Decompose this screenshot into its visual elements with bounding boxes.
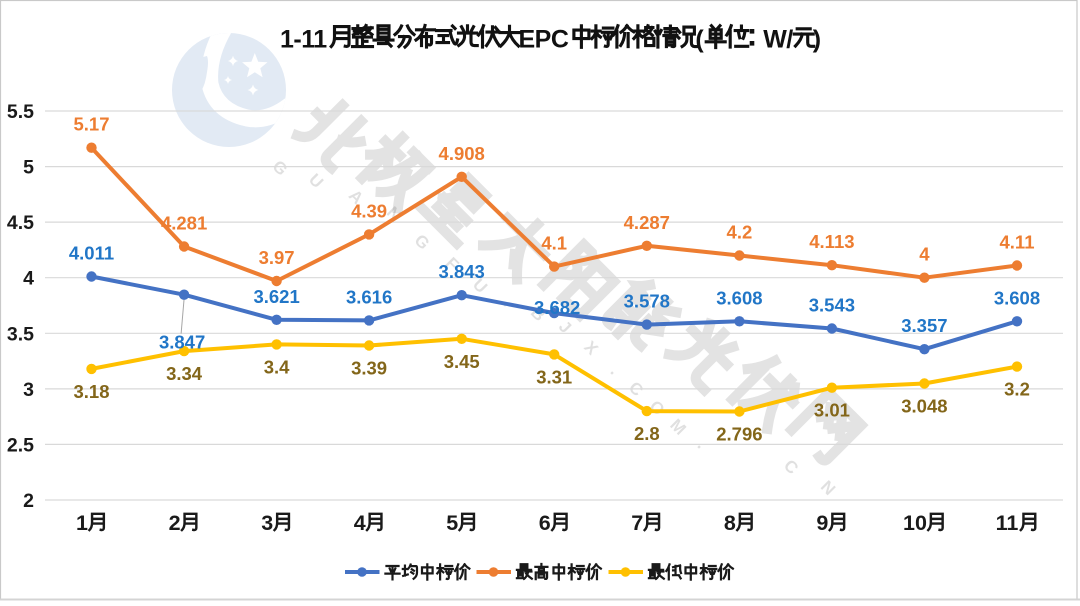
svg-text:5: 5 — [23, 157, 34, 179]
svg-text:3.621: 3.621 — [253, 286, 299, 307]
svg-text:8: 8 — [724, 511, 736, 535]
svg-text:10: 10 — [903, 511, 927, 535]
svg-text:): ) — [813, 26, 821, 54]
svg-text:3.4: 3.4 — [264, 356, 290, 377]
svg-text:4.287: 4.287 — [624, 212, 670, 233]
svg-text:4.011: 4.011 — [69, 243, 114, 264]
svg-text:4: 4 — [919, 244, 930, 265]
svg-text:3.543: 3.543 — [809, 295, 855, 316]
svg-text:3.578: 3.578 — [624, 291, 670, 312]
svg-text:3.01: 3.01 — [814, 400, 850, 421]
svg-text:4.908: 4.908 — [439, 143, 485, 164]
svg-text:5.17: 5.17 — [73, 114, 109, 135]
svg-text:1-11: 1-11 — [280, 26, 327, 54]
svg-text:3.45: 3.45 — [444, 351, 480, 372]
svg-text:3.608: 3.608 — [716, 287, 762, 308]
svg-text:3.39: 3.39 — [351, 358, 387, 379]
svg-text:2.5: 2.5 — [7, 434, 34, 456]
svg-text:3.608: 3.608 — [994, 287, 1040, 308]
svg-text:3.682: 3.682 — [534, 297, 580, 318]
svg-text:5: 5 — [446, 511, 458, 535]
svg-text:3.616: 3.616 — [346, 286, 392, 307]
svg-text:2.796: 2.796 — [716, 424, 762, 445]
svg-text:11: 11 — [996, 511, 1019, 535]
svg-text:2.8: 2.8 — [634, 423, 660, 444]
svg-text:EPC: EPC — [519, 26, 569, 54]
svg-text:9: 9 — [816, 511, 828, 535]
svg-text:3.357: 3.357 — [901, 315, 947, 336]
svg-text:4.11: 4.11 — [1000, 232, 1035, 253]
svg-text:3.048: 3.048 — [901, 396, 947, 417]
svg-text:6: 6 — [539, 511, 551, 535]
svg-text:4.1: 4.1 — [541, 233, 567, 254]
svg-text:3.5: 3.5 — [7, 323, 34, 345]
svg-text:4.2: 4.2 — [727, 222, 753, 243]
svg-text:3: 3 — [261, 511, 273, 535]
svg-text:W/: W/ — [763, 26, 793, 54]
svg-text:4: 4 — [23, 268, 34, 290]
svg-text:4.113: 4.113 — [809, 231, 854, 252]
svg-text:3: 3 — [23, 379, 34, 401]
svg-text:3.847: 3.847 — [159, 332, 205, 353]
svg-text:4.5: 4.5 — [7, 212, 34, 234]
svg-text:3.97: 3.97 — [259, 247, 295, 268]
svg-text:(: ( — [695, 26, 704, 54]
svg-text:4.281: 4.281 — [161, 213, 207, 234]
svg-text:3.2: 3.2 — [1004, 379, 1030, 400]
svg-text:5.5: 5.5 — [7, 101, 34, 123]
svg-text:3.34: 3.34 — [166, 363, 203, 384]
svg-text:3.843: 3.843 — [439, 261, 485, 282]
svg-text:7: 7 — [631, 511, 643, 535]
svg-text:2: 2 — [23, 490, 34, 512]
svg-text:4: 4 — [354, 511, 366, 535]
svg-text:3.31: 3.31 — [536, 366, 572, 387]
svg-text:3.18: 3.18 — [73, 381, 109, 402]
svg-text:2: 2 — [169, 511, 181, 535]
svg-text:1: 1 — [76, 511, 88, 535]
svg-text:4.39: 4.39 — [351, 200, 387, 221]
